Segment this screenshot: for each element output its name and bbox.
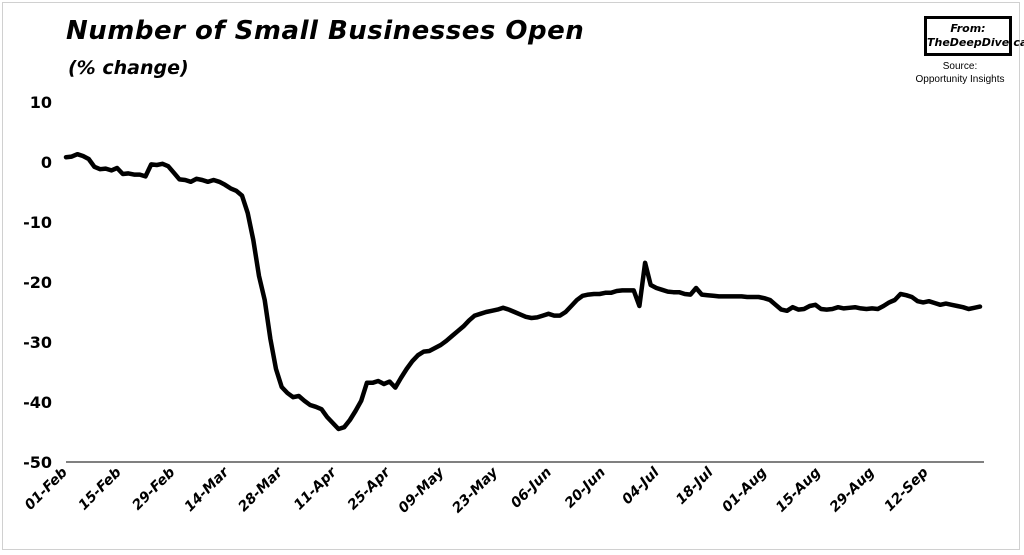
y-tick-label: 0 bbox=[41, 153, 52, 172]
x-tick-label: 28-Mar bbox=[235, 464, 286, 515]
x-tick-label: 29-Feb bbox=[129, 465, 178, 514]
x-tick-label: 18-Jul bbox=[673, 464, 716, 507]
badge-from: From: bbox=[950, 22, 986, 35]
y-tick-label: -20 bbox=[23, 273, 52, 292]
x-tick-label: 12-Sep bbox=[881, 465, 931, 515]
chart-subtitle: (% change) bbox=[68, 57, 189, 79]
x-tick-label: 06-Jun bbox=[508, 464, 555, 511]
x-tick-label: 09-May bbox=[396, 464, 448, 516]
y-tick-label: -40 bbox=[23, 393, 52, 412]
y-tick-label: 10 bbox=[30, 93, 52, 112]
x-tick-label: 15-Aug bbox=[773, 465, 824, 516]
x-tick-label: 25-Apr bbox=[345, 464, 395, 514]
x-tick-label: 15-Feb bbox=[76, 465, 125, 514]
y-tick-label: -10 bbox=[23, 213, 52, 232]
x-tick-label: 04-Jul bbox=[619, 464, 662, 507]
x-tick-label: 23-May bbox=[449, 464, 501, 516]
x-tick-label: 11-Apr bbox=[291, 464, 341, 514]
x-tick-label: 14-Mar bbox=[182, 464, 233, 515]
x-tick-label: 29-Aug bbox=[827, 465, 878, 516]
y-tick-label: -30 bbox=[23, 333, 52, 352]
x-tick-label: 20-Jun bbox=[562, 464, 609, 511]
source-badge: From: TheDeepDive.ca bbox=[924, 16, 1024, 56]
source-note: Source: Opportunity Insights bbox=[905, 60, 1015, 86]
source-label: Source: bbox=[942, 61, 978, 72]
y-tick-label: -50 bbox=[23, 453, 52, 472]
x-tick-label: 01-Aug bbox=[719, 465, 770, 516]
badge-site: TheDeepDive.ca bbox=[927, 36, 1024, 49]
source-name: Opportunity Insights bbox=[915, 74, 1005, 85]
chart-title: Number of Small Businesses Open bbox=[66, 16, 585, 46]
series-line bbox=[63, 151, 983, 432]
